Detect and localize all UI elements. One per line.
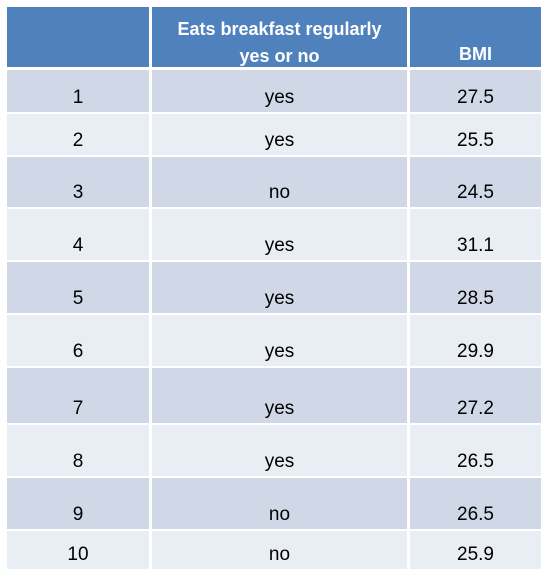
row-breakfast-cell: yes (152, 70, 410, 112)
row-bmi-cell: 25.5 (410, 114, 541, 155)
header-breakfast-label-line1: Eats breakfast regularly (177, 19, 382, 39)
header-bmi-cell: BMI (410, 7, 541, 67)
row-id-cell: 2 (7, 114, 152, 155)
row-id-cell: 1 (7, 70, 152, 112)
row-id: 7 (72, 398, 84, 419)
row-id: 10 (67, 544, 89, 565)
row-breakfast-cell: no (152, 478, 410, 529)
row-breakfast-value: no (268, 504, 291, 525)
row-breakfast-value: yes (264, 130, 295, 151)
row-breakfast-value: no (268, 544, 291, 565)
row-id: 2 (72, 130, 84, 151)
row-id: 3 (72, 182, 84, 203)
row-id-cell: 6 (7, 315, 152, 366)
row-id: 4 (72, 235, 84, 256)
row-bmi-value: 25.5 (457, 130, 494, 151)
row-bmi-cell: 25.9 (410, 531, 541, 569)
row-breakfast-cell: yes (152, 262, 410, 313)
row-bmi-value: 27.5 (457, 87, 494, 108)
row-bmi-value: 27.2 (457, 398, 494, 419)
row-breakfast-value: yes (264, 398, 295, 419)
row-bmi-value: 25.9 (457, 544, 494, 565)
table-row: 2 yes 25.5 (7, 114, 541, 155)
row-breakfast-value: yes (264, 235, 295, 256)
row-bmi-cell: 26.5 (410, 425, 541, 476)
row-id-cell: 7 (7, 368, 152, 423)
table-row: 6 yes 29.9 (7, 315, 541, 366)
row-breakfast-cell: yes (152, 425, 410, 476)
row-bmi-value: 24.5 (457, 182, 494, 203)
row-id-cell: 4 (7, 209, 152, 260)
table-row: 8 yes 26.5 (7, 425, 541, 476)
table-row: 7 yes 27.2 (7, 368, 541, 423)
row-bmi-cell: 28.5 (410, 262, 541, 313)
row-breakfast-value: yes (264, 87, 295, 108)
row-bmi-cell: 24.5 (410, 157, 541, 207)
row-bmi-cell: 31.1 (410, 209, 541, 260)
table-row: 10 no 25.9 (7, 531, 541, 569)
table-row: 5 yes 28.5 (7, 262, 541, 313)
row-breakfast-cell: no (152, 531, 410, 569)
row-bmi-cell: 27.5 (410, 70, 541, 112)
row-bmi-cell: 29.9 (410, 315, 541, 366)
row-breakfast-cell: no (152, 157, 410, 207)
table-row: 4 yes 31.1 (7, 209, 541, 260)
header-breakfast-label-line2: yes or no (239, 46, 320, 66)
row-breakfast-cell: yes (152, 368, 410, 423)
row-id: 9 (72, 504, 84, 525)
row-breakfast-value: yes (264, 451, 295, 472)
row-breakfast-cell: yes (152, 114, 410, 155)
header-breakfast-cell: Eats breakfast regularly yes or no (152, 7, 410, 67)
row-id-cell: 8 (7, 425, 152, 476)
row-id-cell: 9 (7, 478, 152, 529)
row-id: 6 (72, 341, 84, 362)
header-bmi-label: BMI (459, 44, 492, 64)
row-id: 5 (72, 288, 84, 309)
table-row: 3 no 24.5 (7, 157, 541, 207)
table-header-row: Eats breakfast regularly yes or no BMI (7, 7, 541, 67)
row-id-cell: 3 (7, 157, 152, 207)
row-id: 1 (72, 87, 84, 108)
row-bmi-value: 28.5 (457, 288, 494, 309)
row-breakfast-value: yes (264, 341, 295, 362)
row-bmi-value: 26.5 (457, 504, 494, 525)
row-breakfast-cell: yes (152, 315, 410, 366)
row-breakfast-value: no (268, 182, 291, 203)
row-bmi-cell: 27.2 (410, 368, 541, 423)
row-id-cell: 5 (7, 262, 152, 313)
row-bmi-cell: 26.5 (410, 478, 541, 529)
header-index-cell (7, 7, 152, 67)
row-breakfast-cell: yes (152, 209, 410, 260)
row-id-cell: 10 (7, 531, 152, 569)
table-row: 1 yes 27.5 (7, 70, 541, 112)
row-bmi-value: 26.5 (457, 451, 494, 472)
row-breakfast-value: yes (264, 288, 295, 309)
row-bmi-value: 29.9 (457, 341, 494, 362)
row-bmi-value: 31.1 (457, 235, 494, 256)
row-id: 8 (72, 451, 84, 472)
table-row: 9 no 26.5 (7, 478, 541, 529)
